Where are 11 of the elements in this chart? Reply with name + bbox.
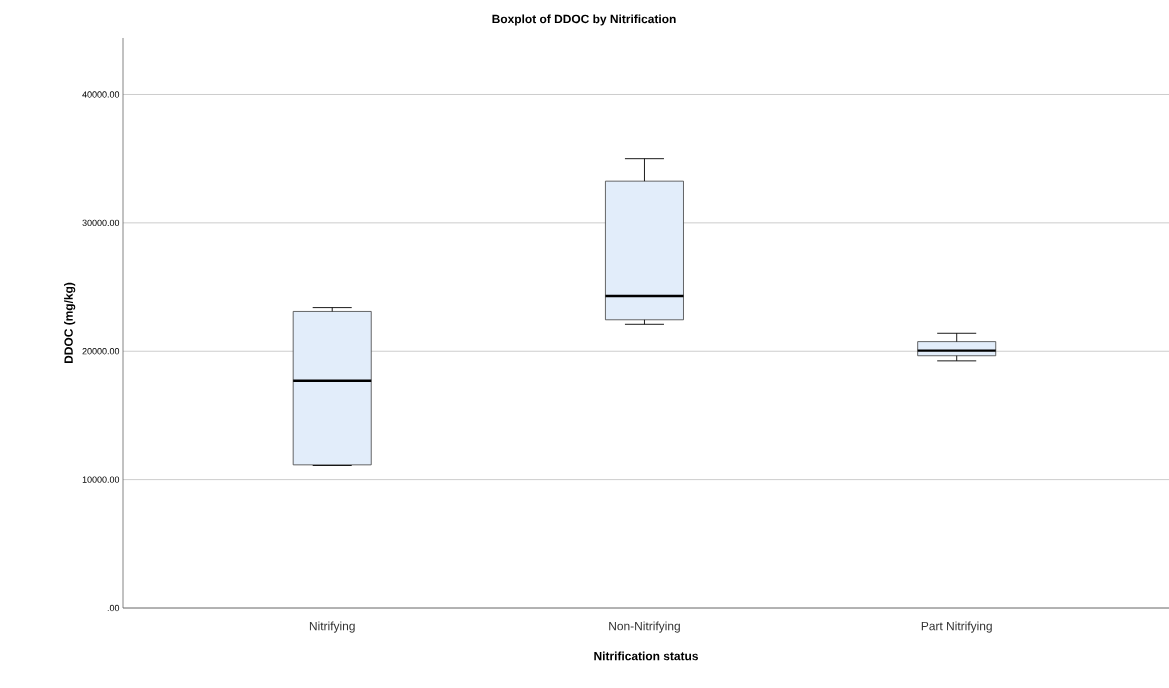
y-tick-label: 10000.00 [82,476,120,483]
chart-title: Boxplot of DDOC by Nitrification [492,14,676,26]
x-tick-label: Part Nitrifying [921,621,992,633]
y-tick-label: 40000.00 [82,91,120,98]
y-tick-label: 30000.00 [82,219,120,227]
x-tick-label: Nitrifying [309,621,355,633]
y-tick-label: .00 [107,604,120,612]
y-tick-label: 20000.00 [82,348,120,355]
y-axis-title: DDOC (mg/kg) [64,282,76,364]
x-axis-title: Nitrification status [594,651,698,661]
x-tick-label: Non-Nitrifying [609,621,680,633]
